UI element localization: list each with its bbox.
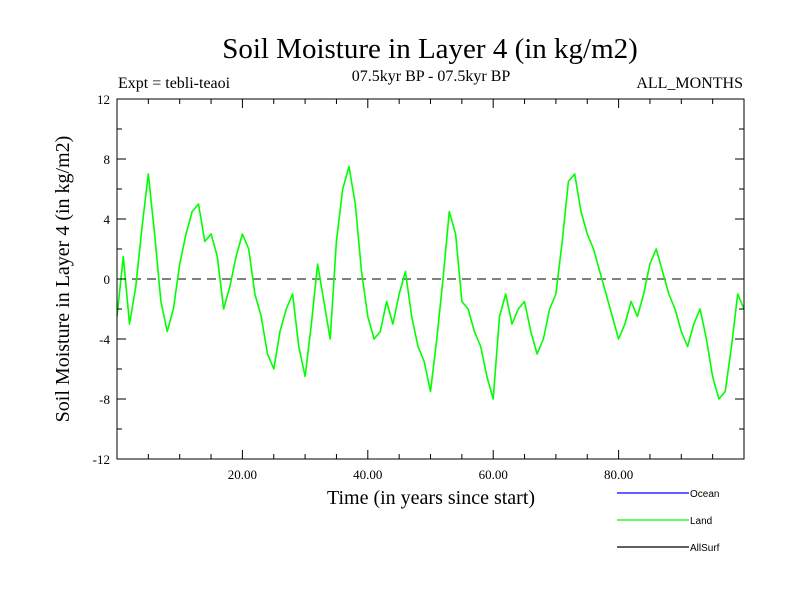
y-tick-label: 0 <box>104 272 111 287</box>
series-line-land <box>116 165 745 400</box>
chart-title: Soil Moisture in Layer 4 (in kg/m2) <box>222 33 638 65</box>
y-tick-label: -8 <box>99 392 110 407</box>
legend-label-land: Land <box>690 516 712 527</box>
y-tick-label: -12 <box>93 452 110 467</box>
legend-label-ocean: Ocean <box>690 489 719 500</box>
x-tick-label: 40.00 <box>353 467 382 482</box>
x-axis-label: Time (in years since start) <box>327 487 535 509</box>
y-tick-label: 12 <box>97 92 110 107</box>
chart-subtitle-right: ALL_MONTHS <box>636 75 743 92</box>
x-tick-label: 80.00 <box>604 467 633 482</box>
chart-subtitle-center: 07.5kyr BP - 07.5kyr BP <box>352 68 511 85</box>
y-tick-label: -4 <box>99 332 110 347</box>
chart-subtitle-left: Expt = tebli-teaoi <box>118 75 231 92</box>
x-tick-label: 20.00 <box>228 467 257 482</box>
y-tick-label: 8 <box>104 152 111 167</box>
legend-label-allsurf: AllSurf <box>690 543 720 554</box>
y-tick-label: 4 <box>104 212 111 227</box>
x-tick-label: 60.00 <box>479 467 508 482</box>
y-axis-label: Soil Moisture in Layer 4 (in kg/m2) <box>52 136 74 423</box>
